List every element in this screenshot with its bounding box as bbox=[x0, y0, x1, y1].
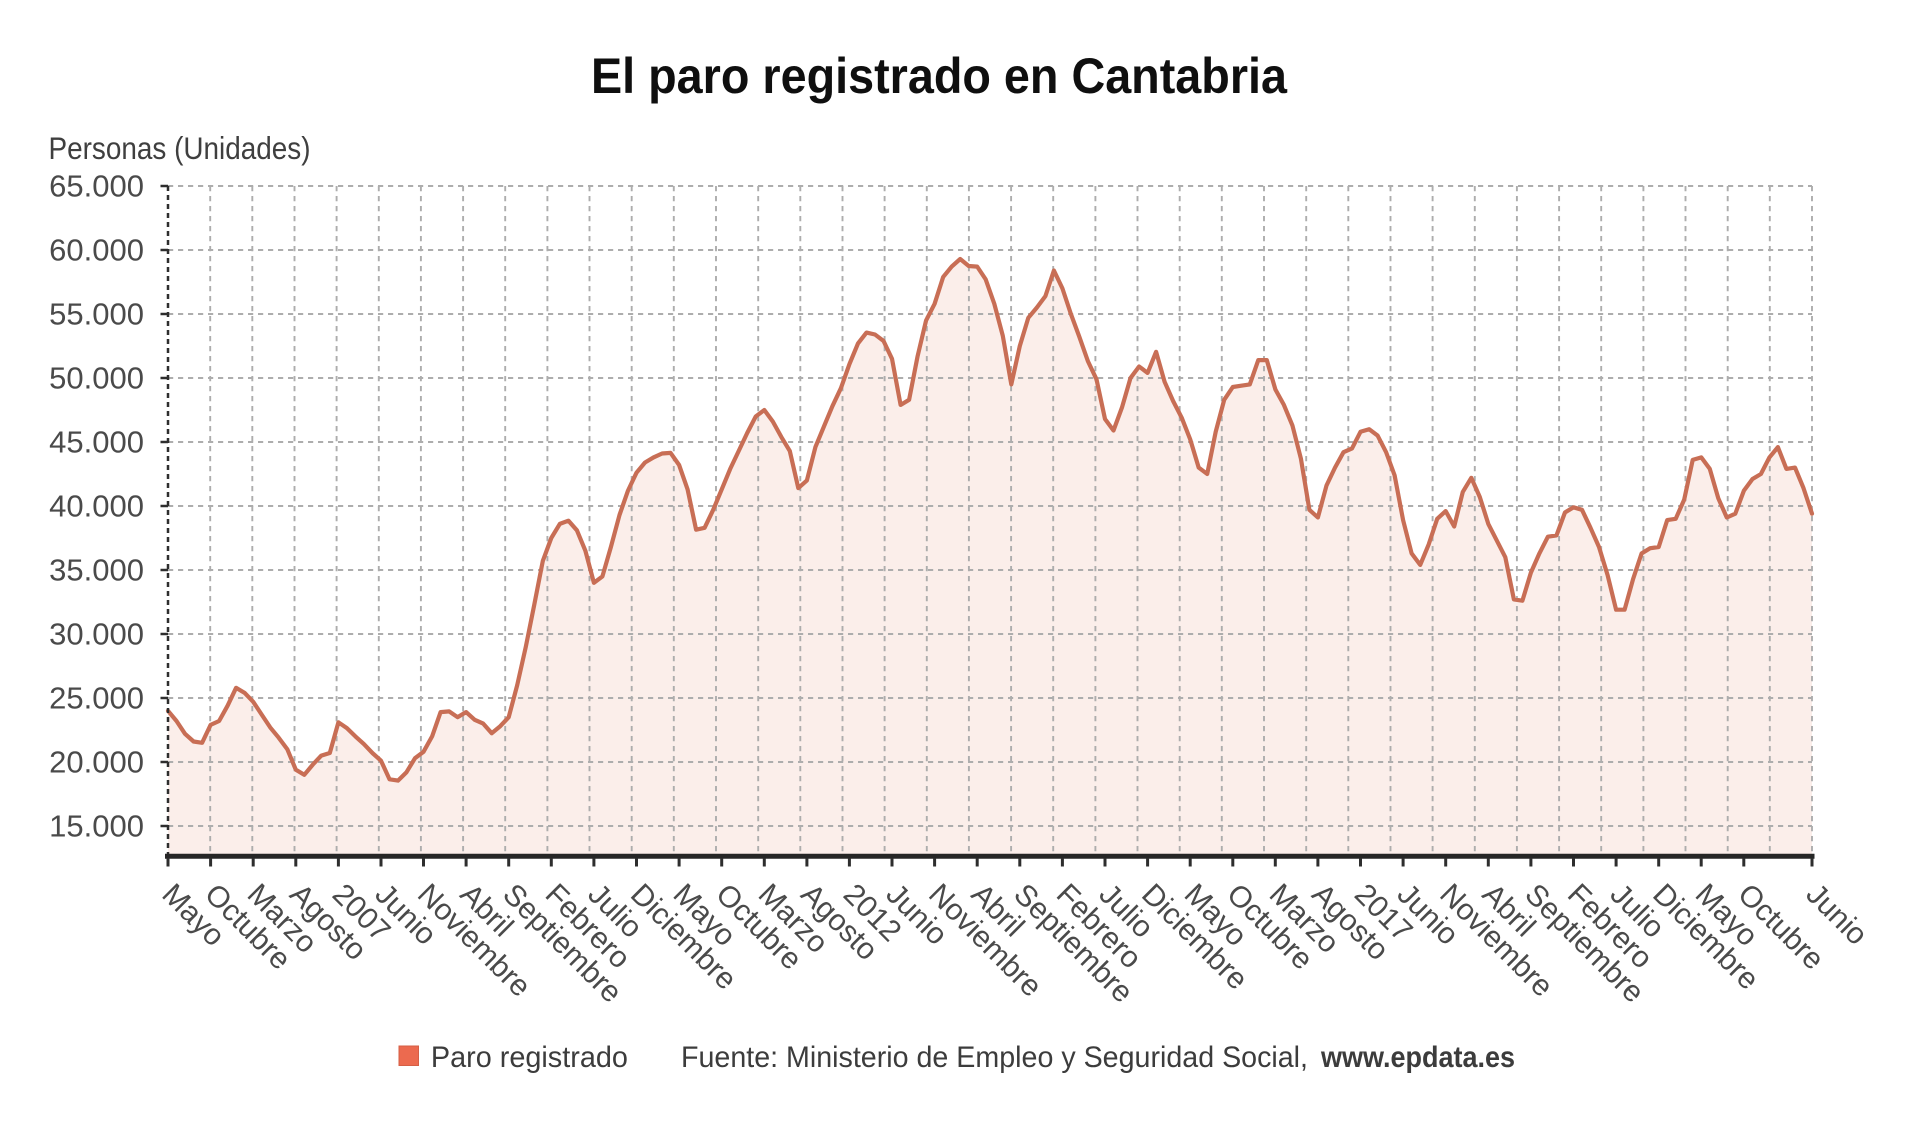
svg-text:Fuente: Ministerio de Empleo y: Fuente: Ministerio de Empleo y Seguridad… bbox=[681, 1041, 1308, 1074]
svg-text:15.000: 15.000 bbox=[49, 809, 144, 844]
svg-text:20.000: 20.000 bbox=[49, 745, 144, 780]
svg-text:25.000: 25.000 bbox=[49, 681, 144, 716]
svg-text:El paro registrado en Cantabri: El paro registrado en Cantabria bbox=[591, 48, 1288, 104]
svg-text:35.000: 35.000 bbox=[49, 553, 144, 588]
svg-text:www.epdata.es: www.epdata.es bbox=[1320, 1041, 1515, 1074]
svg-text:65.000: 65.000 bbox=[49, 169, 144, 204]
svg-text:60.000: 60.000 bbox=[49, 233, 144, 268]
svg-text:Paro registrado: Paro registrado bbox=[431, 1041, 628, 1074]
svg-text:50.000: 50.000 bbox=[49, 361, 144, 396]
svg-text:Personas (Unidades): Personas (Unidades) bbox=[49, 130, 311, 166]
svg-text:45.000: 45.000 bbox=[49, 425, 144, 460]
svg-text:55.000: 55.000 bbox=[49, 297, 144, 332]
svg-text:30.000: 30.000 bbox=[49, 617, 144, 652]
svg-text:40.000: 40.000 bbox=[49, 489, 144, 524]
